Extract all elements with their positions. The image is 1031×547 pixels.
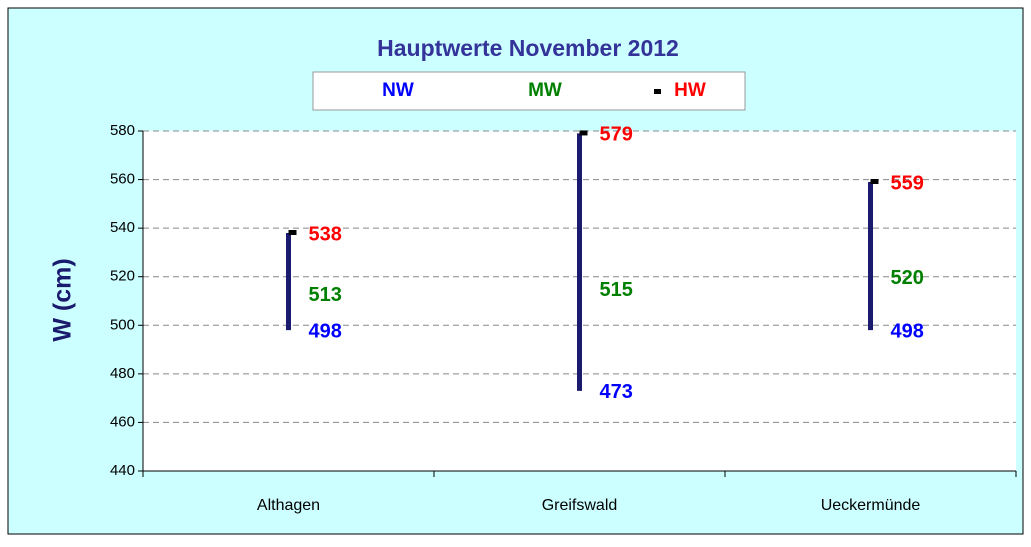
legend-box bbox=[312, 71, 746, 111]
x-tick-label: Greifswald bbox=[542, 497, 618, 514]
y-tick-label: 580 bbox=[110, 122, 135, 139]
y-tick-label: 540 bbox=[110, 219, 135, 236]
data-label: 520 bbox=[891, 267, 924, 289]
legend-marker bbox=[654, 89, 661, 94]
legend-label: MW bbox=[528, 80, 562, 101]
y-axis-label: W (cm) bbox=[49, 258, 77, 341]
legend-label: HW bbox=[674, 80, 706, 101]
data-label: 515 bbox=[600, 279, 633, 301]
data-label: 538 bbox=[309, 223, 342, 245]
y-tick-label: 440 bbox=[110, 462, 135, 479]
y-tick-label: 480 bbox=[110, 365, 135, 382]
data-label: 559 bbox=[891, 172, 924, 194]
hw-marker bbox=[870, 179, 879, 184]
data-label: 498 bbox=[309, 320, 342, 342]
y-tick-label: 560 bbox=[110, 171, 135, 188]
data-label: 579 bbox=[600, 124, 633, 146]
data-label: 513 bbox=[309, 284, 342, 306]
x-tick-label: Althagen bbox=[257, 497, 320, 514]
data-label: 473 bbox=[600, 381, 633, 403]
data-label: 498 bbox=[891, 320, 924, 342]
x-tick-label: Ueckermünde bbox=[821, 497, 921, 514]
hw-marker bbox=[579, 130, 588, 136]
y-tick-label: 460 bbox=[110, 413, 135, 430]
hw-marker bbox=[288, 230, 297, 235]
y-tick-label: 520 bbox=[110, 268, 135, 285]
legend-label: NW bbox=[382, 80, 414, 101]
chart-title: Hauptwerte November 2012 bbox=[377, 35, 679, 61]
y-tick-label: 500 bbox=[110, 316, 135, 333]
